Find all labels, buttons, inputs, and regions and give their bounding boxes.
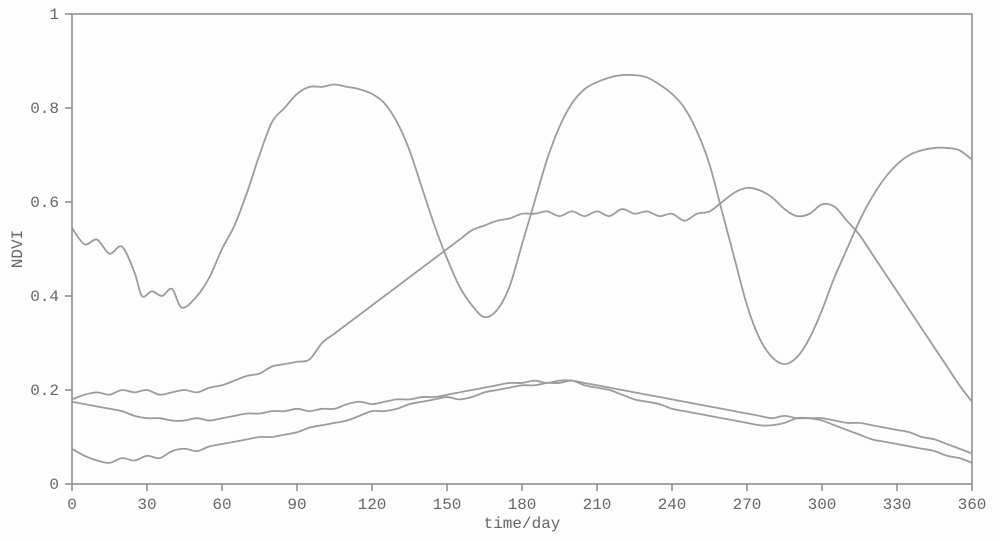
y-tick-label: 0.6 xyxy=(30,194,59,212)
x-tick-label: 60 xyxy=(212,496,231,514)
x-tick-label: 240 xyxy=(658,496,687,514)
ndvi-chart: 0 30 60 90 120 150 180 210 240 270 300 330 360 0 0.2 0.… xyxy=(0,0,1000,541)
y-tick-label: 0.8 xyxy=(30,100,59,118)
chart-svg: 0 30 60 90 120 150 180 210 240 270 300 330 360 0 0.2 0.… xyxy=(0,0,1000,541)
x-tick-label: 30 xyxy=(137,496,156,514)
x-tick-label: 0 xyxy=(67,496,77,514)
y-tick-label: 0.2 xyxy=(30,382,59,400)
x-axis-label: time/day xyxy=(484,515,561,533)
x-tick-label: 210 xyxy=(583,496,612,514)
x-tick-label: 90 xyxy=(287,496,306,514)
y-tick-label: 0 xyxy=(49,476,59,494)
x-tick-label: 300 xyxy=(808,496,837,514)
y-tick-label: 1 xyxy=(49,6,59,24)
x-tick-label: 120 xyxy=(358,496,387,514)
x-tick-label: 360 xyxy=(958,496,987,514)
x-tick-label: 150 xyxy=(433,496,462,514)
x-tick-label: 270 xyxy=(733,496,762,514)
x-tick-label: 180 xyxy=(508,496,537,514)
y-axis-label: NDVI xyxy=(9,230,27,268)
y-tick-label: 0.4 xyxy=(30,288,59,306)
x-tick-label: 330 xyxy=(883,496,912,514)
